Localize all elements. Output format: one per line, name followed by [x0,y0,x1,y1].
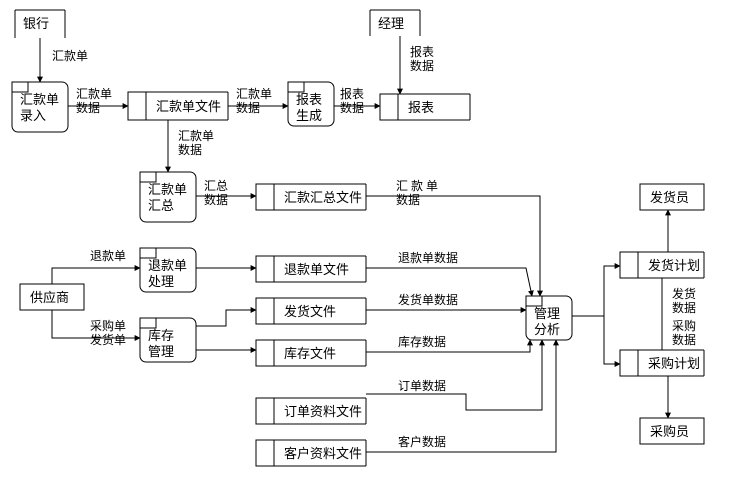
svg-text:汇款单文件: 汇款单文件 [156,99,221,114]
svg-text:发货单: 发货单 [90,332,126,347]
svg-text:处理: 处理 [148,274,174,289]
node-supplier: 供应商 [20,284,84,310]
node-f_report: 报表 [380,94,470,120]
svg-text:汇款单: 汇款单 [20,92,59,107]
svg-text:退款单数据: 退款单数据 [398,250,458,265]
svg-text:汇款单: 汇款单 [148,182,187,197]
svg-text:报表: 报表 [410,44,434,59]
edge [196,310,256,326]
svg-text:数据: 数据 [410,58,434,73]
edge: 订单数据 [366,340,542,410]
flowchart-canvas: 汇款单汇款单数据汇款单数据报表数据报表数据汇款单数据汇总数据汇 款 单数据退款单… [0,0,750,500]
svg-text:管理: 管理 [148,344,174,359]
svg-text:汇 款 单: 汇 款 单 [396,179,438,193]
svg-text:汇总: 汇总 [148,198,174,213]
svg-text:数据: 数据 [76,100,100,115]
edge: 发货数据 [662,278,696,316]
edge: 退款单数据 [366,250,532,296]
svg-text:汇款汇总文件: 汇款汇总文件 [284,190,362,205]
node-shipper: 发货员 [640,184,704,210]
svg-text:数据: 数据 [236,100,260,115]
node-f_sum: 汇款汇总文件 [256,184,366,210]
node-f_cust: 客户资料文件 [256,440,366,466]
svg-text:订单资料文件: 订单资料文件 [284,404,362,419]
svg-text:发货单数据: 发货单数据 [398,292,458,307]
svg-text:汇总: 汇总 [204,179,228,193]
svg-text:报表: 报表 [296,92,322,107]
svg-text:数据: 数据 [340,100,364,115]
node-buyer: 采购员 [640,418,704,444]
node-n_sum: 汇款单汇总 [140,172,196,222]
svg-text:数据: 数据 [178,142,202,157]
edge: 采购数据 [662,316,696,350]
svg-text:库存: 库存 [148,328,174,343]
node-n_analyze: 管理分析 [526,296,572,340]
svg-text:汇款单: 汇款单 [76,87,112,101]
svg-text:管理: 管理 [534,306,560,321]
svg-text:数据: 数据 [204,192,228,207]
svg-text:发货: 发货 [672,286,696,301]
node-n_refund: 退款单处理 [140,248,196,292]
svg-text:库存数据: 库存数据 [398,334,446,349]
svg-text:经理: 经理 [378,16,404,31]
svg-text:库存文件: 库存文件 [284,346,336,361]
edge: 汇 款 单数据 [366,179,540,296]
svg-text:生成: 生成 [296,108,322,123]
edge: 客户数据 [366,340,556,452]
svg-text:退款单: 退款单 [148,258,187,273]
svg-text:发货文件: 发货文件 [284,304,336,319]
svg-text:退款单文件: 退款单文件 [284,262,349,277]
svg-text:分析: 分析 [534,322,560,337]
svg-text:客户数据: 客户数据 [398,434,446,449]
node-f_refund: 退款单文件 [256,256,366,282]
edge: 汇款单数据 [168,120,214,172]
node-f_order: 订单资料文件 [256,398,366,424]
node-f_remit: 汇款单文件 [128,92,228,120]
node-f_ship: 发货文件 [256,298,366,324]
svg-text:采购计划: 采购计划 [648,356,700,371]
edge: 汇款单数据 [68,87,128,115]
node-n_report: 报表生成 [288,82,334,126]
node-manager: 经理 [370,10,420,36]
svg-text:订单数据: 订单数据 [398,378,446,393]
edge: 退款单 [52,249,140,284]
svg-text:录入: 录入 [20,108,46,123]
node-n_stock: 库存管理 [140,318,196,362]
svg-text:采购: 采购 [672,318,696,333]
svg-text:采购单: 采购单 [90,318,126,333]
node-bank: 银行 [15,10,65,38]
svg-text:银行: 银行 [23,16,49,31]
edge [572,316,620,364]
edge [572,266,620,316]
edge: 发货单数据 [366,292,526,310]
svg-text:汇款单: 汇款单 [178,129,214,143]
node-f_buyplan: 采购计划 [620,350,704,376]
svg-text:采购员: 采购员 [650,424,689,439]
edge: 汇总数据 [196,179,256,207]
node-f_shipplan: 发货计划 [620,252,704,278]
svg-text:供应商: 供应商 [30,290,69,305]
svg-text:报表: 报表 [408,100,434,115]
edge: 报表数据 [334,86,380,115]
node-f_stock: 库存文件 [256,340,366,366]
svg-text:报表: 报表 [340,86,364,101]
svg-text:发货员: 发货员 [650,190,689,205]
svg-text:退款单: 退款单 [90,249,126,263]
svg-text:发货计划: 发货计划 [648,258,700,273]
node-n_remit_in: 汇款单录入 [12,82,68,132]
edge: 汇款单 [40,38,88,82]
svg-text:汇款单: 汇款单 [52,49,88,63]
edge: 汇款单数据 [228,87,288,115]
svg-text:数据: 数据 [672,332,696,347]
svg-text:数据: 数据 [396,192,420,207]
edge: 库存数据 [366,334,530,352]
svg-text:数据: 数据 [672,300,696,315]
edge: 采购单发货单 [52,310,140,347]
svg-text:汇款单: 汇款单 [236,87,272,101]
edge: 报表数据 [400,36,434,94]
svg-text:客户资料文件: 客户资料文件 [284,446,362,461]
